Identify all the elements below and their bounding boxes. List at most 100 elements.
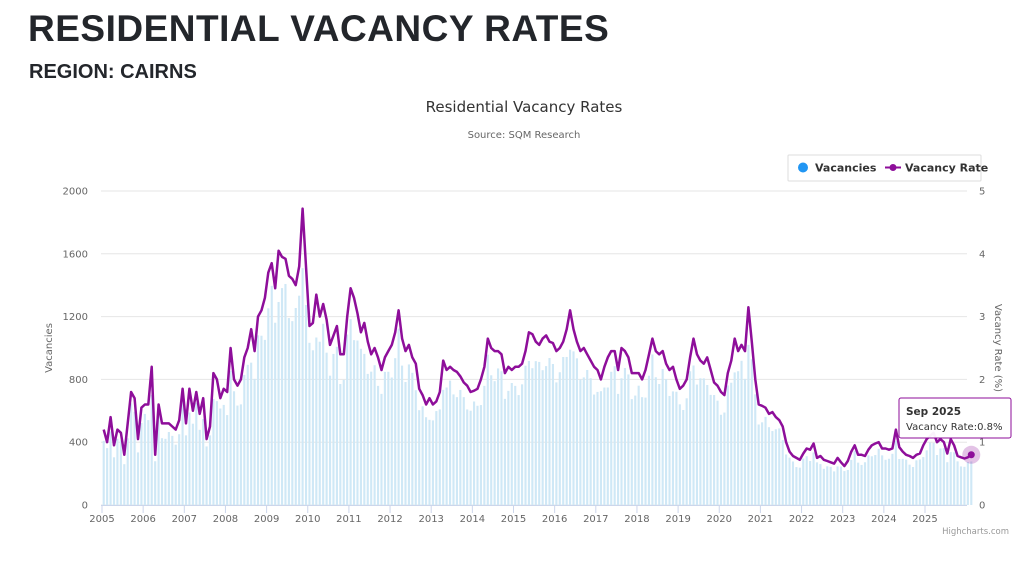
vacancies-bar xyxy=(620,378,623,505)
vacancies-bar xyxy=(860,464,863,505)
vacancies-bar xyxy=(641,397,644,505)
vacancies-bar xyxy=(815,462,819,505)
vacancies-bar xyxy=(356,340,359,505)
vacancies-bar xyxy=(956,461,959,505)
vacancies-bar xyxy=(589,378,592,505)
legend-box xyxy=(787,154,982,182)
vacancies-bar xyxy=(737,371,740,505)
y-axis-right: 0 1 2 3 4 5 xyxy=(979,187,985,512)
vacancies-bar xyxy=(304,304,308,505)
vacancies-bar xyxy=(599,391,603,505)
x-tick-label: 2022 xyxy=(789,514,814,525)
vacancies-bar xyxy=(150,394,153,505)
vacancies-bars xyxy=(102,268,973,505)
vacancies-bar xyxy=(476,405,479,505)
vacancies-bar xyxy=(572,351,575,505)
vacancies-bar xyxy=(682,410,685,505)
vacancies-bar xyxy=(400,365,404,505)
hover-point[interactable] xyxy=(967,451,975,459)
vacancies-bar xyxy=(346,334,349,505)
x-tick-label: 2014 xyxy=(460,514,485,525)
vacancies-bar xyxy=(174,444,177,505)
vacancies-bar xyxy=(308,342,311,505)
vacancies-bar xyxy=(569,349,572,505)
vacancy-rate-path[interactable] xyxy=(102,207,973,468)
tooltip: Sep 2025 Vacancy Rate:0.8% xyxy=(898,397,1012,439)
vacancies-bar xyxy=(750,359,753,505)
vacancies-bar xyxy=(534,361,537,505)
vacancies-bar xyxy=(788,457,791,505)
vacancies-bar xyxy=(671,391,675,505)
x-tick-label: 2015 xyxy=(501,514,526,525)
vacancies-bar xyxy=(678,404,681,505)
vacancies-bar xyxy=(215,401,218,505)
vacancies-bar xyxy=(517,395,520,505)
vacancies-bar xyxy=(143,413,146,505)
vacancies-bar xyxy=(709,394,712,505)
x-tick-label: 2013 xyxy=(418,514,443,525)
y-left-tick-label: 0 xyxy=(82,501,88,512)
tooltip-sep: : xyxy=(974,422,977,433)
legend[interactable]: Vacancies Vacancy Rate xyxy=(787,154,988,182)
vacancies-bar xyxy=(521,384,524,505)
region-subtitle: REGION: CAIRNS xyxy=(29,61,197,83)
x-tick-label: 2012 xyxy=(377,514,402,525)
x-tick-label: 2021 xyxy=(748,514,773,525)
vacancies-bar xyxy=(500,371,503,505)
vacancies-bar xyxy=(929,442,932,505)
vacancies-bar xyxy=(764,416,767,505)
y-right-tick-label: 2 xyxy=(979,375,985,386)
vacancies-bar xyxy=(596,391,599,505)
vacancies-bar xyxy=(911,467,915,505)
vacancies-bar xyxy=(579,379,582,505)
y-left-tick-label: 400 xyxy=(69,438,88,449)
vacancies-bar xyxy=(178,434,181,505)
legend-item-vacancies[interactable]: Vacancies xyxy=(798,162,877,175)
vacancies-bar xyxy=(905,459,908,505)
vacancies-bar xyxy=(493,381,496,505)
vacancies-bar xyxy=(507,390,510,505)
y-axis-left: 0 400 800 1200 1600 2000 xyxy=(63,187,88,512)
vacancies-bar xyxy=(939,448,942,505)
vacancies-bar xyxy=(970,461,973,505)
vacancies-bar xyxy=(260,335,263,505)
vacancies-bar xyxy=(126,438,129,505)
chart-title: Residential Vacancy Rates xyxy=(426,98,623,116)
vacancies-bar xyxy=(836,466,839,505)
vacancies-bar xyxy=(870,456,873,505)
vacancies-bar xyxy=(898,459,901,505)
page-title: RESIDENTIAL VACANCY RATES xyxy=(28,8,610,49)
vacancies-bar xyxy=(459,389,462,505)
vacancies-bar xyxy=(373,365,376,505)
vacancies-bar xyxy=(510,383,513,505)
vacancies-bar xyxy=(867,455,870,505)
vacancies-bar xyxy=(202,419,205,505)
vacancies-bar xyxy=(188,412,191,505)
vacancies-bar xyxy=(246,364,249,505)
vacancies-bar xyxy=(109,431,112,505)
vacancies-bar xyxy=(942,448,945,505)
vacancies-bar xyxy=(418,410,421,505)
vacancies-bar xyxy=(328,375,332,505)
vacancies-bar xyxy=(884,459,887,505)
vacancies-bar xyxy=(301,268,304,505)
vacancies-bar xyxy=(891,453,894,505)
vacancies-bar xyxy=(822,468,825,505)
vacancies-bar xyxy=(445,387,448,505)
vacancies-bar xyxy=(617,393,620,505)
vacancies-bar xyxy=(363,353,366,505)
vacancies-bar xyxy=(771,431,774,505)
vacancies-bar xyxy=(630,399,633,505)
legend-label-vacancy-rate: Vacancy Rate xyxy=(905,162,988,175)
credits-link[interactable]: Highcharts.com xyxy=(942,527,1009,537)
vacancies-bar xyxy=(843,471,846,505)
chart-subtitle: Source: SQM Research xyxy=(468,130,581,141)
vacancies-bar xyxy=(438,409,441,505)
vacancies-bar xyxy=(226,415,229,505)
vacancies-bar xyxy=(689,371,692,505)
vacancy-rate-line xyxy=(102,207,973,468)
legend-item-vacancy-rate[interactable]: Vacancy Rate xyxy=(885,162,988,175)
vacancies-bar xyxy=(407,364,410,505)
vacancies-bar xyxy=(606,387,609,505)
